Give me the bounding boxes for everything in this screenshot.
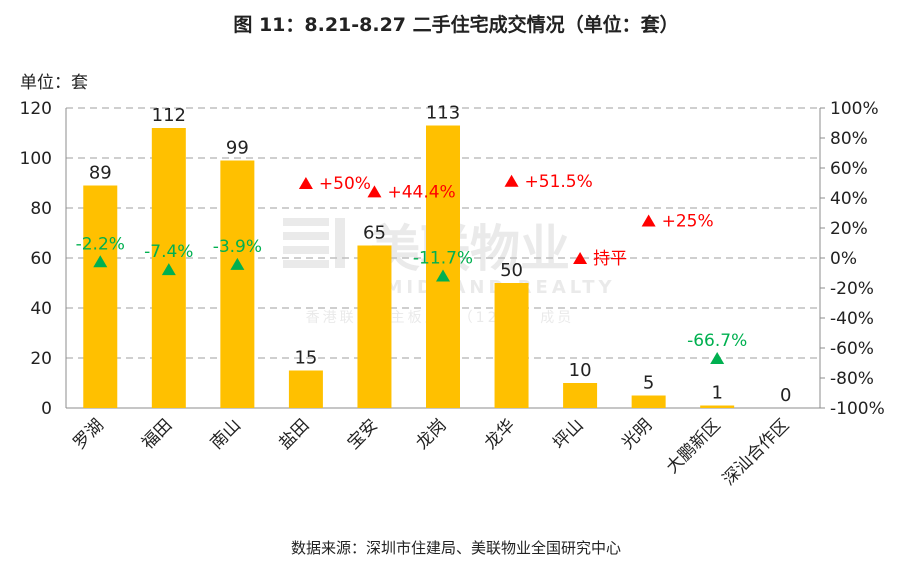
bar (426, 125, 460, 408)
bar (563, 383, 598, 408)
x-tick-label: 盐田 (275, 415, 313, 453)
bars (83, 125, 735, 408)
x-tick-label: 龙岗 (412, 415, 450, 453)
y2-tick-label: 100% (830, 99, 879, 119)
change-marker (161, 263, 176, 276)
change-marker (710, 352, 725, 365)
y2-tick-label: 60% (830, 159, 868, 179)
change-label: +50% (319, 174, 371, 194)
x-tick-label: 大鹏新区 (662, 415, 724, 477)
bar (220, 160, 255, 408)
y2-tick-label: -20% (830, 279, 874, 299)
y-tick-label: 40 (30, 299, 52, 319)
x-tick-label: 福田 (138, 415, 176, 453)
change-label: +25% (662, 212, 714, 232)
bar (700, 405, 735, 408)
bar (494, 283, 529, 408)
x-tick-label: 光明 (618, 415, 656, 453)
y-tick-label: 100 (20, 149, 52, 169)
y-tick-label: 0 (41, 399, 52, 419)
change-marker (573, 252, 588, 264)
change-marker (298, 177, 313, 189)
y2-tick-label: 80% (830, 129, 868, 149)
x-tick-label: 坪山 (549, 415, 587, 453)
x-tick-label: 龙华 (481, 415, 519, 453)
y2-tick-label: -100% (830, 399, 885, 419)
y2-tick-label: -60% (830, 339, 874, 359)
x-tick-label: 罗湖 (70, 415, 108, 453)
y2-tick-label: -40% (830, 309, 874, 329)
bar (357, 245, 392, 408)
change-label: +51.5% (525, 172, 593, 192)
y-tick-label: 120 (20, 99, 52, 119)
change-marker (436, 269, 450, 282)
chart-title: 图 11：8.21-8.27 二手住宅成交情况（单位：套） (233, 14, 679, 36)
change-marker (93, 255, 108, 268)
change-label: +44.4% (387, 182, 455, 202)
x-tick-label: 宝安 (344, 415, 382, 453)
y2-tick-label: 0% (830, 249, 857, 269)
y-tick-label: 80 (30, 199, 52, 219)
midland-logo-icon (283, 218, 345, 268)
change-label: -66.7% (687, 331, 747, 351)
change-marker (504, 174, 519, 187)
change-marker (230, 257, 245, 270)
y2-tick-label: 20% (830, 219, 868, 239)
y2-tick-label: 40% (830, 189, 868, 209)
watermark-brand: 美联物业 (370, 220, 570, 278)
source-note: 数据来源：深圳市住建局、美联物业全国研究中心 (290, 539, 621, 557)
unit-label: 单位：套 (20, 73, 88, 93)
change-label: -2.2% (76, 234, 125, 254)
bar (83, 185, 118, 408)
data-label: 50 (500, 260, 523, 281)
y2-tick-label: -80% (830, 369, 874, 389)
x-tick-label: 深汕合作区 (719, 415, 793, 489)
change-label: -3.9% (213, 237, 262, 257)
data-label: 15 (294, 348, 317, 369)
x-tick-label: 南山 (207, 415, 245, 453)
data-label: 0 (780, 385, 791, 406)
change-label: -11.7% (413, 249, 473, 269)
data-label: 1 (711, 383, 722, 404)
data-label: 5 (643, 373, 654, 394)
change-marker (367, 185, 382, 198)
y-tick-label: 60 (30, 249, 52, 269)
change-label: 持平 (593, 249, 627, 269)
data-label: 10 (569, 360, 592, 381)
data-label: 99 (226, 138, 249, 159)
y-tick-label: 20 (30, 349, 52, 369)
data-label: 113 (426, 103, 460, 124)
change-label: -7.4% (144, 242, 193, 262)
data-label: 65 (363, 223, 386, 244)
data-label: 89 (89, 163, 112, 184)
bar (631, 395, 666, 408)
data-label: 112 (152, 105, 186, 126)
bar (288, 370, 323, 408)
change-marker (641, 214, 656, 227)
